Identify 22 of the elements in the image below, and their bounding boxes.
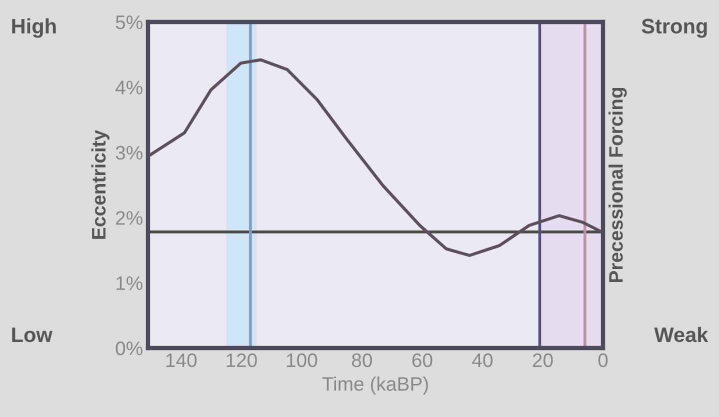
y-tick-label: 3% xyxy=(116,146,142,160)
x-tick-label: 100 xyxy=(286,353,318,368)
y-tick-label: 2% xyxy=(116,211,142,225)
x-axis-title: Time (kaBP) xyxy=(322,376,428,395)
x-tick-label: 80 xyxy=(352,353,372,368)
y-tick-label: 5% xyxy=(116,16,142,30)
text: Strong xyxy=(642,18,707,38)
x-tick-label: 140 xyxy=(166,353,197,368)
y-axis-title: Eccentricity xyxy=(91,130,110,239)
x-tick-label: 60 xyxy=(412,353,432,368)
text: Low xyxy=(12,328,52,342)
x-tick-label: 0 xyxy=(598,353,608,368)
y2-axis-title: Precessional Forcing xyxy=(608,88,627,282)
y-tick-label: 4% xyxy=(115,80,142,94)
x-tick-label: 20 xyxy=(532,353,553,368)
text: High xyxy=(12,18,56,38)
y-tick-label: 1% xyxy=(116,276,142,290)
x-tick-label: 120 xyxy=(226,353,257,368)
line-series xyxy=(148,58,603,257)
y-tick-label: 0% xyxy=(116,341,142,356)
x-tick-label: 40 xyxy=(472,353,493,368)
text: Weak xyxy=(654,326,708,342)
